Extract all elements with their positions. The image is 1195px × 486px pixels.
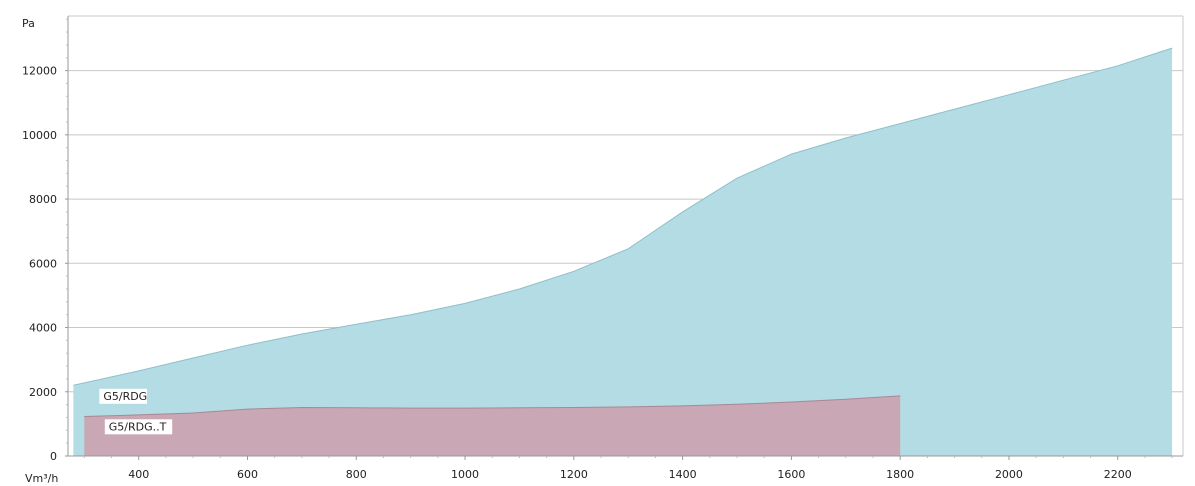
series-labels: G5/RDG G5/RDG..T bbox=[99, 388, 173, 435]
x-tick-label: 1200 bbox=[560, 468, 588, 481]
series-line bbox=[73, 47, 1173, 386]
series-area bbox=[84, 395, 901, 456]
series-line bbox=[84, 395, 901, 417]
tick-labels: 0 2000 4000 6000 8000 10000 12000 400 600 800 1000… bbox=[22, 65, 1132, 481]
x-tick-label: 1400 bbox=[669, 468, 697, 481]
series-areas bbox=[73, 47, 1173, 456]
y-tick-label: 8000 bbox=[29, 193, 57, 206]
y-tick-label: 6000 bbox=[29, 257, 57, 270]
series-label-background bbox=[99, 388, 147, 404]
x-axis-unit-label: Vm³/h bbox=[25, 472, 58, 485]
series-label-background bbox=[104, 419, 173, 435]
y-tick-label: 2000 bbox=[29, 386, 57, 399]
series-area bbox=[73, 48, 1173, 456]
series-label: G5/RDG bbox=[103, 390, 147, 403]
series-label: G5/RDG..T bbox=[109, 420, 167, 433]
axes bbox=[67, 15, 1184, 457]
x-tick-label: 800 bbox=[346, 468, 367, 481]
y-axis-unit-label: Pa bbox=[22, 17, 35, 30]
x-tick-label: 1600 bbox=[777, 468, 805, 481]
x-tick-label: 1800 bbox=[886, 468, 914, 481]
x-tick-label: 2000 bbox=[995, 468, 1023, 481]
x-tick-label: 1000 bbox=[451, 468, 479, 481]
x-tick-label: 400 bbox=[128, 468, 149, 481]
y-tick-label: 10000 bbox=[22, 129, 57, 142]
series-label-group: G5/RDG bbox=[99, 388, 147, 404]
axis-ticks bbox=[65, 18, 1173, 460]
x-tick-label: 2200 bbox=[1104, 468, 1132, 481]
series-label-group: G5/RDG..T bbox=[104, 419, 173, 435]
x-tick-label: 600 bbox=[237, 468, 258, 481]
y-tick-label: 4000 bbox=[29, 322, 57, 335]
y-tick-label: 0 bbox=[50, 450, 57, 463]
y-tick-label: 12000 bbox=[22, 65, 57, 78]
